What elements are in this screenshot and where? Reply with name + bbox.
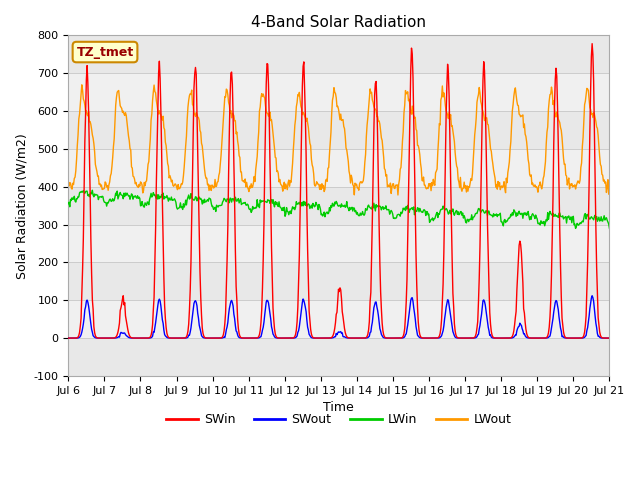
Bar [68,263,609,300]
Title: 4-Band Solar Radiation: 4-Band Solar Radiation [252,15,426,30]
Legend: SWin, SWout, LWin, LWout: SWin, SWout, LWin, LWout [161,408,516,431]
Bar [68,300,609,338]
Bar [68,111,609,149]
Bar [68,73,609,111]
Bar [68,149,609,187]
X-axis label: Time: Time [323,401,354,414]
Bar [68,338,609,376]
Bar [68,225,609,263]
Text: TZ_tmet: TZ_tmet [76,46,134,59]
Bar [68,187,609,225]
Y-axis label: Solar Radiation (W/m2): Solar Radiation (W/m2) [15,133,28,278]
Bar [68,36,609,73]
